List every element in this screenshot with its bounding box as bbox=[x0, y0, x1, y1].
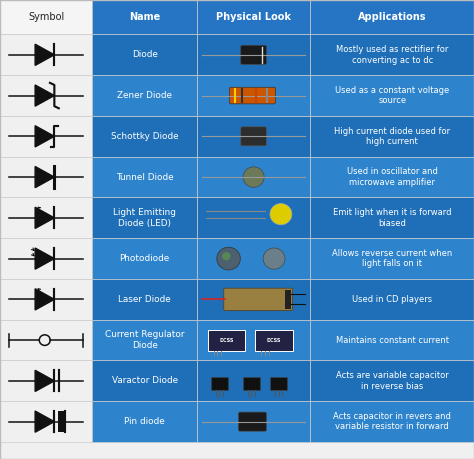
Circle shape bbox=[270, 204, 292, 225]
Bar bbox=[0, 0, 92, 34]
Bar bbox=[310, 279, 474, 320]
Bar bbox=[0, 360, 92, 401]
Bar bbox=[197, 279, 310, 320]
FancyBboxPatch shape bbox=[241, 45, 266, 64]
FancyBboxPatch shape bbox=[208, 330, 245, 351]
FancyBboxPatch shape bbox=[211, 377, 228, 390]
Bar bbox=[0, 320, 92, 360]
Bar bbox=[0, 197, 92, 238]
Bar bbox=[92, 157, 197, 197]
Text: Tunnel Diode: Tunnel Diode bbox=[116, 173, 173, 182]
Text: Name: Name bbox=[129, 12, 160, 22]
Text: Emit light when it is forward
biased: Emit light when it is forward biased bbox=[333, 208, 451, 228]
Bar bbox=[92, 116, 197, 157]
Text: Maintains constant current: Maintains constant current bbox=[336, 336, 449, 345]
Bar bbox=[0, 116, 92, 157]
Bar bbox=[58, 411, 65, 432]
Polygon shape bbox=[35, 248, 55, 269]
Polygon shape bbox=[35, 126, 55, 147]
FancyBboxPatch shape bbox=[238, 412, 266, 431]
Circle shape bbox=[217, 247, 240, 270]
Bar bbox=[310, 116, 474, 157]
Polygon shape bbox=[35, 411, 55, 432]
Bar bbox=[310, 320, 474, 360]
Text: Light Emitting
Diode (LED): Light Emitting Diode (LED) bbox=[113, 208, 176, 228]
Text: Zener Diode: Zener Diode bbox=[117, 91, 172, 100]
Text: Current Regulator
Diode: Current Regulator Diode bbox=[105, 330, 184, 350]
Text: Laser Diode: Laser Diode bbox=[118, 295, 171, 304]
FancyBboxPatch shape bbox=[270, 377, 287, 390]
Text: DCSS: DCSS bbox=[267, 338, 281, 342]
Text: Used in oscillator and
microwave amplifier: Used in oscillator and microwave amplifi… bbox=[347, 168, 438, 187]
Polygon shape bbox=[35, 44, 55, 65]
Text: Acts are variable capacitor
in reverse bias: Acts are variable capacitor in reverse b… bbox=[336, 371, 448, 391]
Bar bbox=[310, 238, 474, 279]
Bar bbox=[92, 401, 197, 442]
Bar bbox=[197, 320, 310, 360]
Bar bbox=[310, 360, 474, 401]
Polygon shape bbox=[35, 289, 55, 310]
Bar bbox=[310, 197, 474, 238]
FancyBboxPatch shape bbox=[255, 330, 293, 351]
Text: Acts capacitor in revers and
variable resistor in forward: Acts capacitor in revers and variable re… bbox=[333, 412, 451, 431]
Bar bbox=[0, 238, 92, 279]
FancyBboxPatch shape bbox=[224, 288, 292, 311]
Bar bbox=[92, 197, 197, 238]
Circle shape bbox=[222, 252, 230, 260]
Text: Used as a constant voltage
source: Used as a constant voltage source bbox=[335, 86, 449, 105]
Bar bbox=[285, 290, 291, 309]
Bar bbox=[0, 401, 92, 442]
Text: DCSS: DCSS bbox=[219, 338, 234, 342]
Bar bbox=[0, 75, 92, 116]
Bar bbox=[197, 238, 310, 279]
Bar bbox=[92, 320, 197, 360]
Polygon shape bbox=[35, 167, 55, 188]
FancyBboxPatch shape bbox=[229, 87, 275, 104]
Circle shape bbox=[263, 248, 285, 269]
Text: Pin diode: Pin diode bbox=[124, 417, 165, 426]
FancyBboxPatch shape bbox=[241, 127, 266, 146]
Bar bbox=[310, 157, 474, 197]
Text: Photodiode: Photodiode bbox=[119, 254, 170, 263]
Text: Symbol: Symbol bbox=[28, 12, 64, 22]
Polygon shape bbox=[35, 85, 55, 106]
Bar bbox=[310, 401, 474, 442]
Bar bbox=[0, 34, 92, 75]
Text: Allows reverse current when
light falls on it: Allows reverse current when light falls … bbox=[332, 249, 452, 269]
Polygon shape bbox=[35, 370, 55, 392]
Bar bbox=[92, 34, 197, 75]
Bar bbox=[197, 157, 310, 197]
Bar bbox=[310, 34, 474, 75]
Text: Diode: Diode bbox=[132, 50, 157, 59]
Text: Used in CD players: Used in CD players bbox=[352, 295, 432, 304]
Text: Schottky Diode: Schottky Diode bbox=[111, 132, 178, 141]
Bar bbox=[92, 279, 197, 320]
Bar bbox=[197, 75, 310, 116]
Bar bbox=[92, 75, 197, 116]
Bar bbox=[197, 197, 310, 238]
Polygon shape bbox=[35, 207, 55, 229]
Bar bbox=[197, 0, 310, 34]
Text: High current diode used for
high current: High current diode used for high current bbox=[334, 127, 450, 146]
Bar bbox=[0, 279, 92, 320]
Text: Varactor Diode: Varactor Diode bbox=[111, 376, 178, 386]
Bar bbox=[197, 116, 310, 157]
Bar bbox=[197, 34, 310, 75]
Bar bbox=[310, 75, 474, 116]
FancyBboxPatch shape bbox=[243, 377, 260, 390]
Text: Mostly used as rectifier for
converting ac to dc: Mostly used as rectifier for converting … bbox=[336, 45, 448, 65]
Bar bbox=[92, 238, 197, 279]
Text: Applications: Applications bbox=[358, 12, 427, 22]
Bar bbox=[0, 157, 92, 197]
Text: Physical Look: Physical Look bbox=[216, 12, 291, 22]
Bar bbox=[92, 0, 197, 34]
Bar bbox=[197, 360, 310, 401]
Circle shape bbox=[243, 167, 264, 187]
Bar bbox=[310, 0, 474, 34]
Bar bbox=[197, 401, 310, 442]
Bar bbox=[92, 360, 197, 401]
